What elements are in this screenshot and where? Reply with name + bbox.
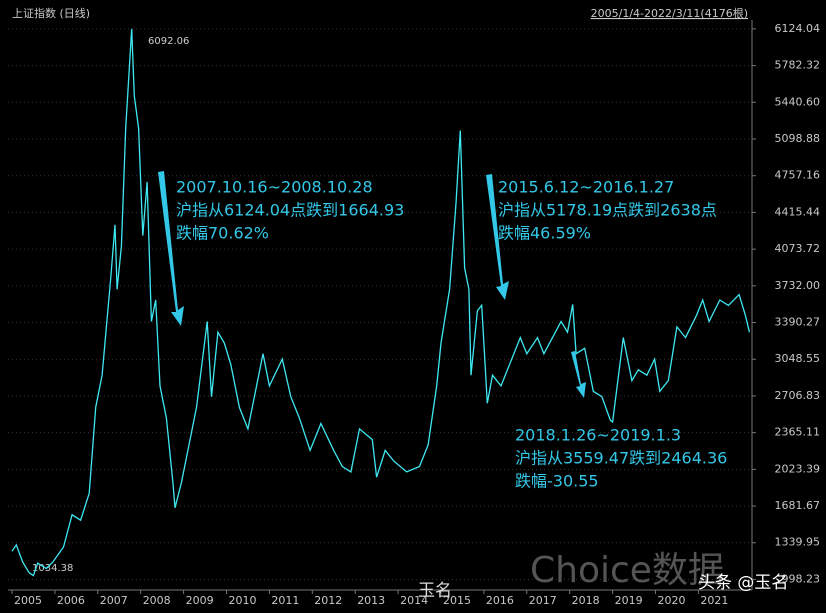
- x-tick-label: 2019: [615, 594, 643, 607]
- y-tick-label: 2023.39: [775, 462, 821, 475]
- x-tick-label: 2009: [186, 594, 214, 607]
- watermark: Choice数据: [530, 550, 724, 591]
- watermark: 玉名: [418, 581, 452, 601]
- x-tick-label: 2016: [486, 594, 514, 607]
- x-tick-label: 2011: [271, 594, 299, 607]
- range-label: 2005/1/4-2022/3/11(4176根): [591, 6, 748, 20]
- x-tick-label: 2010: [228, 594, 256, 607]
- y-tick-label: 4415.44: [775, 205, 821, 218]
- x-tick-label: 2014: [400, 594, 428, 607]
- x-tick-label: 2013: [357, 594, 385, 607]
- y-tick-label: 5440.60: [775, 95, 821, 108]
- annotation: 沪指从6124.04点跌到1664.93: [176, 201, 404, 220]
- annotation: 沪指从3559.47跌到2464.36: [515, 449, 727, 468]
- peak-label: 6092.06: [148, 36, 189, 47]
- y-tick-label: 2706.83: [775, 389, 821, 402]
- y-tick-label: 2365.11: [775, 426, 821, 439]
- x-tick-label: 2007: [100, 594, 128, 607]
- arrow: [486, 174, 509, 300]
- y-tick-label: 5098.88: [775, 132, 821, 145]
- x-tick-label: 2008: [143, 594, 171, 607]
- y-tick-label: 4073.72: [775, 242, 821, 255]
- annotation: 跌幅-30.55: [515, 472, 599, 491]
- y-tick-label: 3048.55: [775, 352, 821, 365]
- price-line: [11, 28, 751, 577]
- y-tick-label: 3390.27: [775, 316, 821, 329]
- arrow: [571, 351, 586, 398]
- low-label: 1034.38: [32, 563, 73, 574]
- y-tick-label: 5782.32: [775, 59, 821, 72]
- annotation: 沪指从5178.19点跌到2638点: [498, 201, 717, 220]
- x-tick-label: 2015: [443, 594, 471, 607]
- chart-title: 上证指数 (日线): [12, 6, 90, 20]
- annotation: 2015.6.12~2016.1.27: [498, 178, 674, 197]
- annotation: 跌幅46.59%: [498, 224, 591, 243]
- annotation: 跌幅70.62%: [176, 224, 269, 243]
- y-tick-label: 4757.16: [775, 169, 821, 182]
- y-tick-label: 3732.00: [775, 279, 821, 292]
- x-tick-label: 2005: [14, 594, 42, 607]
- y-tick-label: 1339.95: [775, 536, 821, 549]
- y-tick-label: 6124.04: [775, 22, 821, 35]
- y-tick-label: 1681.67: [775, 499, 821, 512]
- x-tick-label: 2020: [657, 594, 685, 607]
- arrow: [158, 171, 184, 326]
- x-tick-label: 2017: [529, 594, 557, 607]
- annotation: 2018.1.26~2019.1.3: [515, 426, 681, 445]
- y-tick-label: 998.23: [782, 572, 821, 585]
- x-tick-label: 2021: [700, 594, 728, 607]
- watermark: 头条 @玉名: [698, 573, 788, 593]
- x-tick-label: 2012: [314, 594, 342, 607]
- annotation: 2007.10.16~2008.10.28: [176, 178, 373, 197]
- x-tick-label: 2006: [57, 594, 85, 607]
- x-tick-label: 2018: [572, 594, 600, 607]
